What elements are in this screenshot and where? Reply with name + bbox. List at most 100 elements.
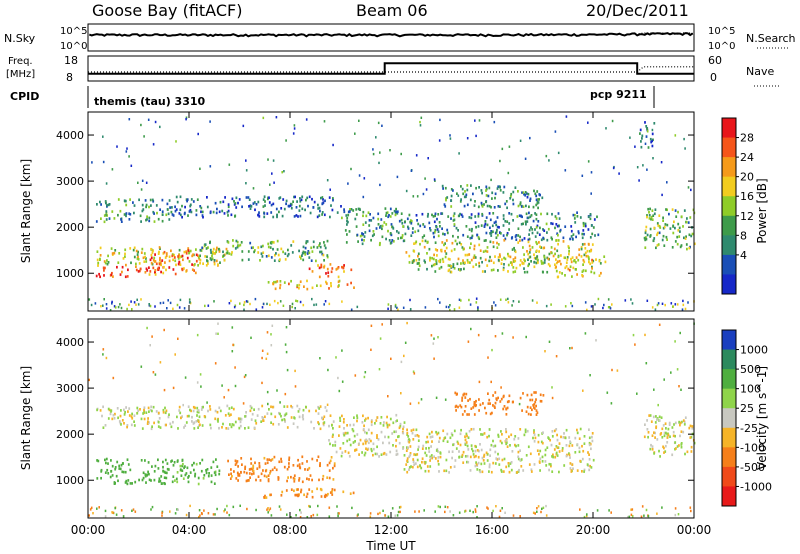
power-layer-cell (581, 243, 584, 246)
velocity-layer-cell (237, 417, 240, 420)
velocity-layer-cell (479, 470, 482, 474)
power-layer-cell (104, 261, 107, 265)
velocity-layer-cell (298, 463, 301, 466)
power-layer-cell (149, 198, 152, 202)
velocity-layer-cell (298, 407, 301, 411)
velocity-layer-cell (354, 440, 356, 443)
velocity-layer-noise-cell (537, 505, 540, 508)
velocity-layer-cell (239, 424, 242, 428)
power-layer-cell (540, 259, 543, 263)
velocity-layer-cell (581, 457, 584, 461)
velocity-layer-noise-cell (242, 402, 245, 405)
power-layer-cell (320, 265, 323, 269)
power-layer-cell (175, 195, 178, 199)
velocity-layer-cell (237, 479, 239, 482)
power-layer-cell (145, 267, 148, 271)
velocity-layer-cell (267, 474, 270, 477)
power-layer-cell (250, 205, 253, 208)
velocity-layer-cell (410, 429, 413, 432)
velocity-layer-noise-cell (680, 388, 682, 391)
power-layer-cell (171, 213, 174, 216)
velocity-layer-cell (477, 461, 480, 465)
power-layer-cell (277, 253, 280, 257)
power-layer-cell (460, 198, 462, 201)
velocity-layer-cell (150, 427, 153, 431)
velocity-layer-cell (526, 393, 529, 397)
power-layer-noise-cell (243, 308, 245, 311)
velocity-layer-cell (256, 414, 259, 417)
velocity-layer-cell (292, 422, 295, 425)
power-layer-cell (95, 220, 98, 223)
power-layer-cell (527, 252, 530, 256)
power-layer-cell (528, 244, 531, 248)
power-colorbar-tick-label: 24 (740, 151, 754, 164)
velocity-layer-cell (180, 474, 183, 477)
power-layer-cell (418, 258, 421, 261)
power-layer-cell (394, 213, 397, 217)
velocity-layer-cell (550, 464, 552, 468)
velocity-layer-noise-cell (582, 389, 584, 392)
power-layer-cell (145, 205, 147, 209)
velocity-layer-cell (105, 457, 108, 461)
velocity-layer-noise-cell (674, 507, 677, 510)
velocity-layer-noise-cell (579, 508, 581, 511)
velocity-layer-cell (114, 412, 116, 416)
power-layer-cell (154, 260, 157, 263)
velocity-layer-cell (160, 482, 163, 485)
velocity-layer-noise-cell (198, 509, 201, 512)
power-layer-noise-cell (321, 196, 324, 199)
power-layer-cell (278, 210, 280, 214)
power-layer-cell (674, 209, 677, 212)
velocity-layer-cell (411, 431, 414, 435)
velocity-layer-cell (503, 405, 506, 408)
velocity-layer-cell (351, 428, 354, 431)
velocity-layer-cell (129, 468, 132, 472)
velocity-layer-cell (460, 405, 463, 409)
velocity-layer-cell (286, 467, 289, 471)
velocity-layer-cell (651, 448, 654, 451)
power-layer-noise-cell (536, 301, 538, 304)
velocity-layer-noise-cell (512, 514, 515, 517)
power-layer-cell (459, 200, 462, 203)
velocity-colorbar-tick-label: -500 (740, 461, 765, 474)
power-layer-cell (352, 209, 355, 212)
velocity-layer-cell (102, 405, 104, 409)
power-layer-noise-cell (271, 172, 273, 175)
power-layer-noise-cell (642, 164, 644, 167)
power-layer-cell (590, 224, 593, 227)
velocity-layer-cell (143, 410, 146, 413)
velocity-layer-noise-cell (341, 349, 343, 352)
power-layer-cell (540, 238, 543, 242)
velocity-layer-cell (391, 432, 394, 435)
power-layer-cell (355, 213, 358, 216)
velocity-layer-cell (207, 409, 209, 413)
velocity-layer-cell (383, 421, 385, 424)
power-layer-cell (152, 249, 154, 252)
power-layer-cell (665, 235, 668, 239)
velocity-layer-cell (356, 419, 358, 423)
power-layer-noise-cell (499, 159, 501, 163)
power-layer-cell (573, 259, 575, 263)
power-layer-cell (130, 261, 132, 265)
velocity-layer-cell (529, 406, 532, 409)
power-layer-cell (649, 235, 652, 238)
power-layer-cell (511, 248, 514, 251)
power-layer-noise-cell (293, 124, 296, 127)
power-layer-cell (498, 253, 501, 256)
power-layer-cell (207, 262, 209, 265)
velocity-layer-cell (232, 423, 235, 427)
velocity-layer-cell (691, 427, 694, 430)
power-layer-cell (110, 273, 113, 277)
velocity-layer-cell (482, 459, 485, 462)
power-layer-noise-cell (475, 297, 478, 300)
velocity-layer-cell (490, 443, 493, 447)
power-layer-cell (591, 232, 594, 236)
power-layer-cell (159, 258, 161, 262)
power-layer-cell (237, 244, 240, 248)
power-layer-cell (507, 263, 510, 267)
power-layer-cell (105, 218, 108, 221)
velocity-layer-cell (483, 432, 486, 435)
power-layer-cell (192, 200, 195, 203)
power-layer-cell (481, 205, 484, 208)
power-layer-cell (222, 250, 224, 254)
